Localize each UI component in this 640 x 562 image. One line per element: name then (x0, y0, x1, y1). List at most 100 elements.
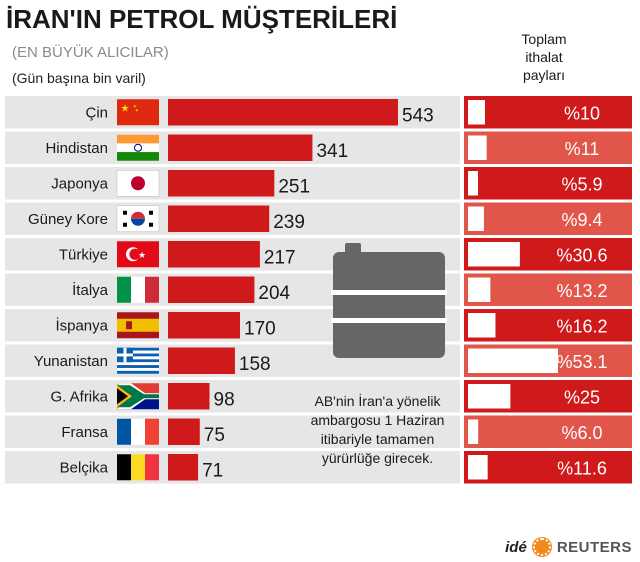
flag-part (117, 370, 159, 374)
share-bar (468, 100, 485, 125)
value-label: 170 (244, 318, 276, 339)
share-bar (468, 313, 496, 338)
category-label: G. Afrika (50, 388, 108, 405)
share-label: %53.1 (556, 352, 607, 372)
share-label: %16.2 (556, 316, 607, 336)
flag-taeguk (131, 218, 145, 226)
flag-cross (117, 353, 133, 357)
share-bar (468, 242, 520, 267)
category-label: Fransa (61, 424, 108, 441)
note-line-3: itibariyle tamamen (320, 431, 435, 447)
italy-flag (117, 276, 159, 303)
note-line-1: AB'nin İran'a yönelik (314, 393, 441, 409)
flag-part (131, 276, 145, 303)
annotation-note: AB'nin İran'a yönelik ambargosu 1 Hazira… (290, 392, 465, 468)
spain-flag (117, 312, 159, 339)
category-label: İtalya (72, 281, 109, 299)
flag-trigram (123, 222, 127, 227)
share-label: %25 (564, 387, 600, 407)
category-label: Türkiye (59, 246, 108, 263)
share-header-line-2: ithalat (525, 49, 563, 65)
share-cell (464, 96, 632, 129)
barrel-cap (345, 243, 361, 253)
flag-part (131, 454, 145, 481)
bar (168, 347, 235, 374)
reuters-logo-text: REUTERS (556, 538, 632, 556)
flag-part (131, 418, 145, 445)
share-label: %9.4 (561, 210, 602, 230)
share-label: %11 (565, 139, 600, 159)
row-background (5, 380, 460, 413)
share-cell (464, 202, 632, 235)
share-bar (468, 277, 491, 302)
category-label: Çin (85, 104, 108, 121)
share-header: Toplam ithalat payları (488, 30, 600, 84)
share-cell (464, 131, 632, 164)
row-background (5, 415, 460, 448)
category-label: Belçika (60, 459, 109, 476)
flag-part (117, 276, 131, 303)
flag-border (116, 205, 160, 232)
bar (168, 312, 241, 339)
value-label: 251 (278, 176, 310, 197)
share-header-line-1: Toplam (521, 31, 567, 47)
flag-part (117, 359, 159, 363)
flag-part (117, 365, 159, 368)
flag-part (117, 99, 159, 126)
share-bar (468, 384, 511, 409)
share-cell (464, 415, 632, 448)
flag-part (117, 143, 159, 153)
value-label: 543 (402, 105, 434, 126)
belgium-flag (117, 454, 159, 481)
value-label: 239 (273, 212, 305, 233)
bar (168, 170, 275, 197)
bar (168, 276, 255, 303)
bar (168, 454, 199, 481)
flag-border (116, 170, 160, 197)
share-cell (464, 451, 632, 484)
flag-part (117, 353, 159, 357)
value-label: 158 (239, 354, 271, 375)
flag-part (145, 418, 159, 445)
share-bar (468, 206, 484, 231)
flag-part (145, 276, 159, 303)
category-label: İspanya (55, 316, 108, 334)
flag-part (117, 134, 159, 144)
share-bar (468, 348, 558, 373)
share-bar (468, 135, 487, 160)
flag-star: ★ (133, 103, 137, 108)
flag-y-green (117, 385, 159, 408)
credit: idé REUTERS (505, 538, 632, 556)
flag-part (117, 418, 131, 445)
flag-part (117, 152, 159, 161)
share-label: %30.6 (556, 245, 607, 265)
category-label: Güney Kore (28, 211, 108, 228)
page-title: İRAN'IN PETROL MÜŞTERİLERİ (6, 4, 398, 34)
value-label: 98 (214, 389, 235, 410)
share-label: %11.6 (557, 458, 607, 478)
south-korea-flag (116, 205, 160, 232)
subtitle: (EN BÜYÜK ALICILAR) (12, 44, 169, 61)
share-label: %5.9 (561, 174, 602, 194)
share-bar (468, 171, 478, 196)
bar (168, 418, 200, 445)
bar (168, 383, 210, 410)
share-label: %6.0 (561, 423, 602, 443)
flag-taeguk (131, 211, 145, 219)
note-line-4: yürürlüğe girecek. (321, 450, 434, 466)
bar (168, 134, 313, 161)
share-bar (468, 419, 479, 444)
value-label: 75 (204, 425, 225, 446)
unit-label: (Gün başına bin varil) (12, 70, 146, 86)
flag-part (117, 350, 159, 354)
value-label: 204 (258, 283, 290, 304)
flag-trigram (149, 210, 153, 215)
flag-trigram (123, 210, 127, 215)
share-cell (464, 167, 632, 200)
flag-star: ★ (135, 107, 139, 112)
category-label: Japonya (51, 175, 108, 192)
barrel-hoop (331, 290, 447, 295)
flag-part (117, 356, 159, 360)
flag-crescent-cut (129, 248, 141, 260)
